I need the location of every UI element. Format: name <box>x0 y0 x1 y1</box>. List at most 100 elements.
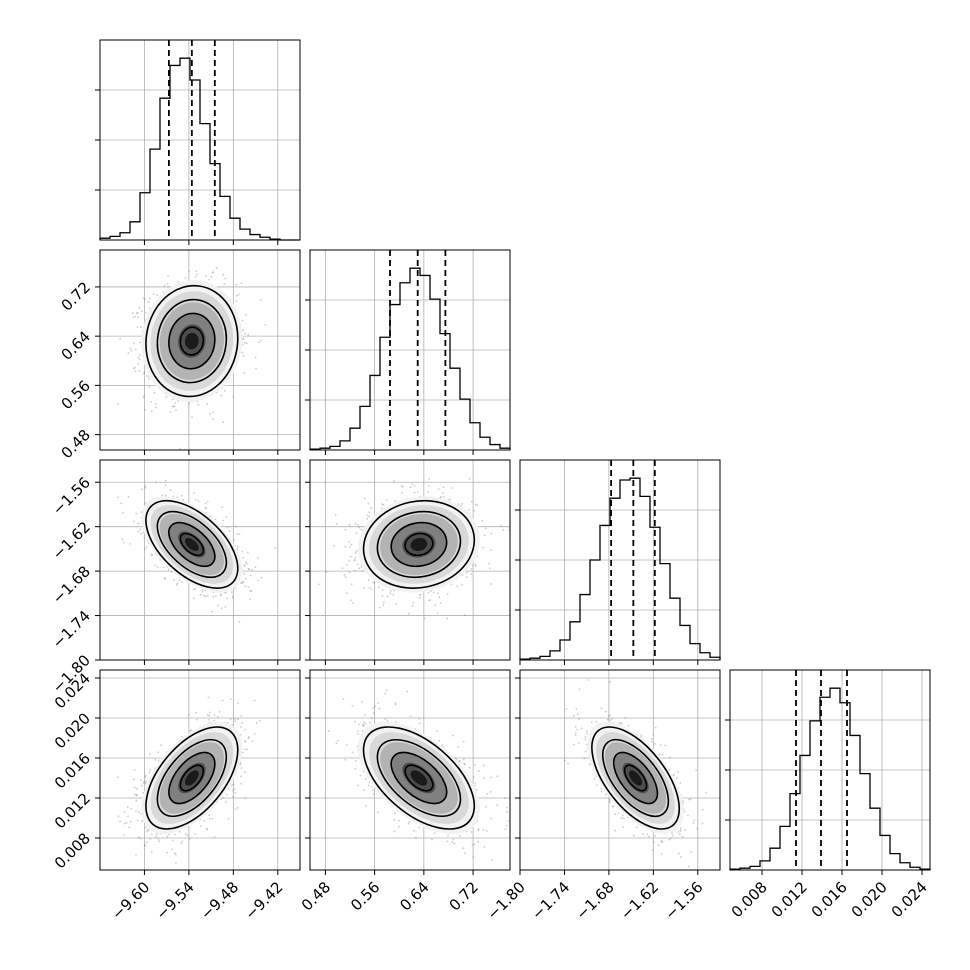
scatter-point <box>341 567 344 570</box>
scatter-point <box>344 576 347 578</box>
scatter-point <box>356 563 359 566</box>
scatter-point <box>193 492 195 494</box>
scatter-point <box>241 550 244 553</box>
scatter-point <box>380 507 383 510</box>
scatter-point <box>437 488 440 491</box>
contour-line-1 <box>168 521 216 568</box>
scatter-point <box>473 509 476 512</box>
scatter-point <box>204 595 207 598</box>
scatter-point <box>195 718 198 721</box>
scatter-point <box>349 555 352 558</box>
scatter-point <box>242 556 245 559</box>
scatter-point <box>199 825 202 828</box>
scatter-point <box>392 593 395 596</box>
panel-content <box>100 250 300 450</box>
scatter-point <box>350 543 353 546</box>
scatter-point <box>171 848 173 851</box>
scatter-point <box>197 500 200 503</box>
scatter-point <box>157 751 160 754</box>
scatter-point <box>144 775 147 778</box>
scatter-point <box>370 507 373 510</box>
scatter-point <box>250 568 253 571</box>
scatter-point <box>149 753 151 755</box>
scatter-point <box>488 562 490 565</box>
scatter-point <box>249 598 252 601</box>
scatter-point <box>138 358 141 361</box>
scatter-point <box>249 574 252 577</box>
scatter-point <box>222 273 225 276</box>
scatter-point <box>223 390 226 392</box>
scatter-point <box>241 319 244 322</box>
scatter-point <box>239 762 242 765</box>
scatter-point <box>389 590 392 592</box>
scatter-point <box>137 530 140 533</box>
scatter-point <box>362 587 365 589</box>
histogram-step <box>309 267 511 450</box>
scatter-point <box>173 405 176 408</box>
scatter-point <box>184 276 187 279</box>
scatter-point <box>223 283 226 286</box>
scatter-point <box>243 341 246 344</box>
scatter-point <box>214 518 217 521</box>
scatter-point <box>247 737 250 740</box>
scatter-point <box>236 533 239 536</box>
scatter-point <box>213 713 216 716</box>
scatter-point <box>256 556 259 559</box>
scatter-point <box>235 283 238 286</box>
scatter-point <box>482 546 485 549</box>
panel-frame <box>309 459 511 661</box>
scatter-point <box>188 270 190 273</box>
scatter-point <box>231 595 234 598</box>
scatter-point <box>423 617 426 620</box>
scatter-point <box>166 283 169 285</box>
scatter-point <box>166 835 169 838</box>
scatter-point <box>354 556 357 559</box>
scatter-point <box>446 617 449 620</box>
scatter-point <box>147 377 150 380</box>
scatter-point <box>428 484 431 487</box>
scatter-point <box>174 402 177 405</box>
scatter-point <box>204 502 207 505</box>
scatter-point <box>354 522 357 525</box>
scatter-point <box>389 592 392 595</box>
scatter-point <box>167 568 170 571</box>
scatter-point <box>169 489 172 491</box>
scatter-point <box>133 367 136 370</box>
scatter-point <box>122 512 124 514</box>
density-shade <box>184 332 199 350</box>
scatter-point <box>434 604 437 607</box>
scatter-point <box>499 525 502 527</box>
scatter-point <box>137 522 140 525</box>
scatter-point <box>138 370 141 372</box>
scatter-point <box>211 272 214 274</box>
scatter-point <box>366 514 369 517</box>
scatter-point <box>176 582 179 585</box>
scatter-point <box>119 820 122 823</box>
scatter-point <box>377 586 380 589</box>
pair-panel-0-3 <box>99 669 301 871</box>
scatter-point <box>178 579 181 582</box>
panel-content <box>100 670 300 870</box>
scatter-point <box>150 400 153 403</box>
scatter-point <box>228 530 231 533</box>
contour-line-3 <box>145 499 239 589</box>
scatter-point <box>144 844 147 847</box>
scatter-point <box>155 835 157 838</box>
scatter-point <box>318 583 320 586</box>
scatter-point <box>207 696 210 699</box>
scatter-point <box>148 307 151 310</box>
scatter-point <box>145 841 148 844</box>
scatter-point <box>175 583 178 586</box>
scatter-point <box>407 612 410 615</box>
panel-frame <box>99 249 301 451</box>
scatter-point <box>243 372 246 374</box>
scatter-point <box>156 294 159 297</box>
scatter-point <box>463 614 466 617</box>
scatter-point <box>471 564 474 567</box>
scatter-point <box>360 528 362 531</box>
scatter-point <box>470 500 473 503</box>
scatter-point <box>465 576 468 579</box>
scatter-point <box>411 483 414 486</box>
scatter-point <box>139 837 142 840</box>
scatter-point <box>244 313 247 316</box>
